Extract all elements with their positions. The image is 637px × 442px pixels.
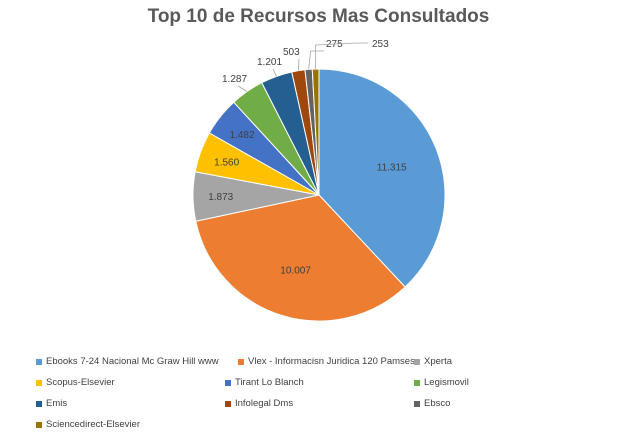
data-label: 503 bbox=[283, 47, 300, 58]
legend-item: Tirant Lo Blanch bbox=[225, 377, 304, 388]
legend-label: Ebooks 7-24 Nacional Mc Graw Hill www bbox=[46, 356, 219, 367]
leader-line bbox=[237, 85, 248, 92]
legend-item: Vlex - Informacisn Juridica 120 Pamses bbox=[238, 356, 415, 367]
legend-label: Legismovil bbox=[424, 377, 469, 388]
data-label: 1.201 bbox=[257, 57, 282, 68]
legend-swatch bbox=[238, 358, 244, 365]
legend-swatch bbox=[225, 400, 231, 407]
legend-swatch bbox=[36, 358, 42, 365]
legend-swatch bbox=[36, 379, 42, 386]
legend-item: Ebsco bbox=[414, 398, 450, 409]
legend-swatch bbox=[414, 358, 420, 365]
data-label: 1.873 bbox=[208, 192, 233, 203]
leader-line bbox=[272, 68, 277, 77]
data-label: 11.315 bbox=[377, 162, 407, 173]
legend-label: Ebsco bbox=[424, 398, 451, 409]
legend-swatch bbox=[414, 400, 420, 407]
pie-slice bbox=[318, 68, 446, 288]
legend-item: Legismovil bbox=[414, 377, 469, 388]
legend-swatch bbox=[414, 379, 420, 386]
legend-swatch bbox=[36, 421, 42, 428]
data-label: 1.560 bbox=[214, 157, 239, 168]
legend-label: Scopus-Elsevier bbox=[46, 377, 115, 388]
legend-item: Emis bbox=[36, 398, 67, 409]
legend-item: Infolegal Dms bbox=[225, 398, 293, 409]
legend-swatch bbox=[36, 400, 42, 407]
legend-label: Emis bbox=[46, 398, 68, 409]
leader-line bbox=[308, 50, 324, 70]
legend-swatch bbox=[225, 379, 231, 386]
pie-slice bbox=[195, 194, 406, 322]
legend-item: Sciencedirect-Elsevier bbox=[36, 419, 140, 430]
chart-title: Top 10 de Recursos Mas Consultados bbox=[147, 6, 490, 27]
legend-label: Vlex - Informacisn Juridica 120 Pamses bbox=[248, 356, 415, 367]
data-label: 1.287 bbox=[222, 74, 247, 85]
legend-label: Xperta bbox=[424, 356, 452, 367]
legend-label: Sciencedirect-Elsevier bbox=[46, 419, 140, 430]
legend-item: Ebooks 7-24 Nacional Mc Graw Hill www bbox=[36, 356, 219, 367]
leader-line bbox=[297, 58, 300, 71]
data-label: 10.007 bbox=[280, 266, 311, 277]
legend-label: Infolegal Dms bbox=[235, 398, 294, 409]
legend-label: Tirant Lo Blanch bbox=[235, 377, 304, 388]
pie-slice bbox=[311, 68, 320, 196]
leader-line bbox=[315, 42, 368, 70]
data-label: 253 bbox=[372, 39, 389, 50]
legend-item: Xperta bbox=[414, 356, 452, 367]
data-label: 1.482 bbox=[230, 130, 255, 141]
legend-item: Scopus-Elsevier bbox=[36, 377, 115, 388]
